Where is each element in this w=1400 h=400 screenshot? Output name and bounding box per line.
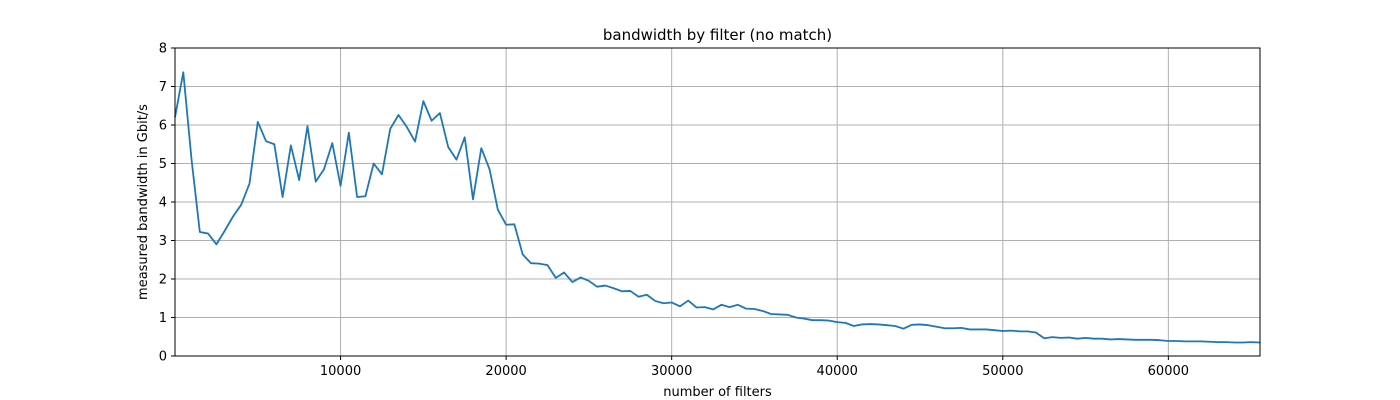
y-tick-label: 2 [159, 273, 167, 288]
x-tick-label: 40000 [817, 364, 858, 379]
x-tick-label: 20000 [485, 364, 526, 379]
y-tick-label: 4 [159, 196, 167, 211]
y-tick-label: 8 [159, 42, 167, 57]
y-tick-label: 0 [159, 350, 167, 365]
series-line [174, 71, 1261, 344]
x-tick-label: 10000 [320, 364, 361, 379]
y-tick-label: 1 [159, 311, 167, 326]
y-tick-label: 5 [159, 157, 167, 172]
y-tick-label: 3 [159, 234, 167, 249]
x-axis-label: number of filters [663, 385, 772, 400]
y-tick-label: 6 [159, 119, 167, 134]
y-tick-label: 7 [159, 80, 167, 95]
series-layer [174, 71, 1261, 344]
x-tick-label: 60000 [1148, 364, 1189, 379]
y-axis-label: measured bandwidth in Gbit/s [136, 104, 151, 300]
x-tick-label: 50000 [982, 364, 1023, 379]
ticks: 10000 20000 30000 40000 50000 60000 0 1 2 3 4 5 6 7 8 [159, 42, 1189, 380]
x-tick-label: 30000 [651, 364, 692, 379]
grid [175, 48, 1260, 356]
chart-title: bandwidth by filter (no match) [603, 26, 832, 44]
